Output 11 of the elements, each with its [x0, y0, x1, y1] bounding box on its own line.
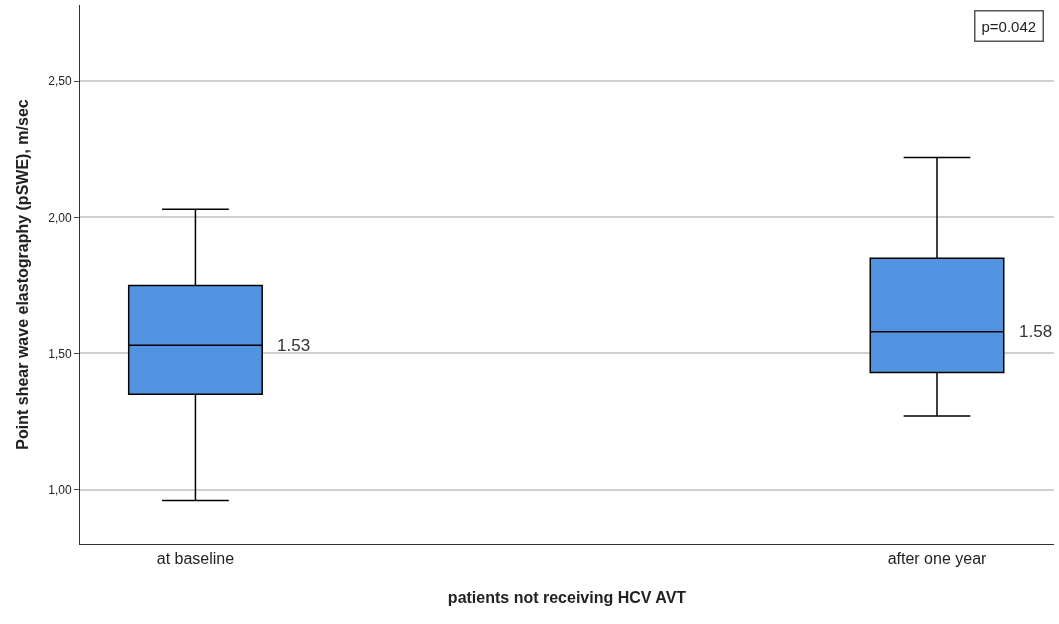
x-tick-label: after one year [887, 550, 988, 568]
annotation: p=0.042 [981, 17, 1037, 35]
y-tick-label: 2,50 [48, 74, 72, 89]
x-axis-title: patients not receiving HCV AVT [447, 588, 687, 606]
x-tick-label: at baseline [156, 550, 235, 568]
y-axis-title: Point shear wave elastography (pSWE), m/sec [14, 99, 32, 450]
y-tick-label: 1,50 [48, 346, 72, 361]
y-tick-label: 2,00 [48, 210, 72, 225]
y-tick-label: 1,00 [48, 482, 72, 497]
text: 1.53 [277, 336, 311, 355]
text: 1.58 [1019, 322, 1053, 341]
